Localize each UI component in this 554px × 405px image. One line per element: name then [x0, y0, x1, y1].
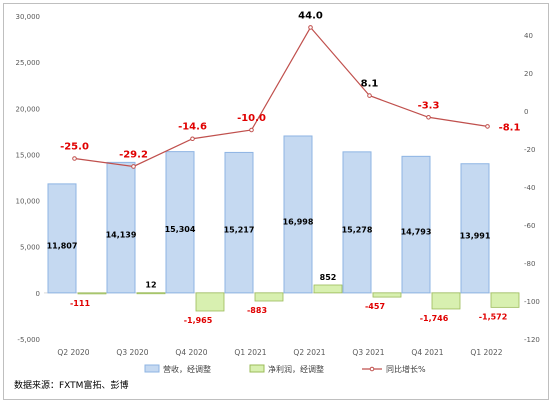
category-label: Q3 2021	[352, 348, 384, 357]
net-profit-bar	[372, 292, 402, 298]
left-axis-tick-label: 5,000	[20, 244, 40, 252]
net-profit-data-label: -883	[247, 306, 267, 315]
revenue-bar	[460, 163, 490, 294]
right-axis-tick-label: 40	[524, 32, 533, 40]
category-label: Q4 2021	[411, 348, 443, 357]
growth-point	[426, 114, 431, 120]
revenue-data-label: 16,998	[283, 217, 314, 226]
net-profit-data-label: 12	[145, 281, 156, 290]
left-axis-tick-label: 15,000	[16, 151, 41, 159]
growth-data-label: 44.0	[298, 10, 323, 21]
net-profit-bar	[136, 292, 166, 295]
growth-point	[485, 124, 490, 129]
revenue-data-label: 15,304	[165, 225, 196, 234]
right-axis-tick-label: 0	[524, 108, 528, 116]
revenue-data-label: 11,807	[47, 241, 78, 250]
legend-swatch-net-profit	[249, 364, 265, 373]
net-profit-bar	[313, 284, 343, 294]
revenue-bar	[401, 155, 431, 294]
net-profit-data-label: -457	[365, 302, 385, 311]
growth-point	[190, 136, 195, 142]
net-profit-bar	[431, 292, 461, 310]
net-profit-data-label: -1,965	[184, 316, 213, 325]
category-label: Q1 2022	[470, 348, 502, 357]
category-label: Q3 2020	[116, 348, 148, 357]
data-source-note: 数据来源：FXTM富拓、彭博	[14, 381, 129, 391]
revenue-bar	[224, 151, 254, 294]
category-label: Q2 2021	[293, 348, 325, 357]
left-axis-tick-label: 20,000	[16, 105, 41, 113]
growth-data-label: 8.1	[361, 79, 379, 90]
revenue-bar	[47, 183, 77, 294]
revenue-bar	[106, 161, 136, 294]
left-axis-tick-label: 25,000	[16, 59, 41, 67]
right-axis-tick-label: -120	[524, 336, 540, 344]
growth-point	[72, 156, 77, 161]
right-axis-tick-label: -80	[524, 260, 535, 268]
growth-data-label: -10.0	[237, 113, 266, 124]
legend-marker-growth	[369, 366, 375, 372]
revenue-bar	[342, 151, 372, 294]
revenue-data-label: 13,991	[460, 231, 491, 240]
revenue-bar	[283, 135, 313, 294]
right-axis-tick-label: -100	[524, 298, 540, 306]
left-axis-tick-label: 30,000	[16, 13, 41, 21]
net-profit-data-label: -111	[70, 299, 90, 308]
growth-data-label: -25.0	[60, 142, 89, 153]
category-label: Q4 2020	[175, 348, 207, 357]
net-profit-data-label: -1,572	[479, 312, 508, 321]
revenue-data-label: 15,217	[224, 226, 255, 235]
net-profit-bar	[77, 292, 107, 295]
growth-point	[131, 164, 136, 169]
left-axis-tick-label: -5,000	[17, 336, 40, 344]
revenue-data-label: 14,139	[106, 231, 137, 240]
right-axis-tick-label: -20	[524, 146, 535, 154]
net-profit-bar	[254, 292, 284, 302]
revenue-data-label: 15,278	[342, 225, 373, 234]
revenue-bar	[165, 151, 195, 294]
category-label: Q1 2021	[234, 348, 266, 357]
growth-data-label: -29.2	[119, 149, 148, 160]
net-profit-bar	[195, 292, 225, 312]
legend-label-net-profit: 净利润，经调整	[268, 364, 324, 374]
category-label: Q2 2020	[57, 348, 89, 357]
legend-swatch-revenue	[144, 364, 160, 373]
growth-data-label: -3.3	[418, 100, 440, 111]
right-axis-tick-label: 20	[524, 70, 533, 78]
legend-label-revenue: 营收，经调整	[163, 364, 211, 374]
net-profit-data-label: 852	[320, 273, 337, 282]
growth-point	[249, 127, 254, 133]
revenue-data-label: 14,793	[401, 228, 432, 237]
net-profit-data-label: -1,746	[420, 314, 449, 323]
right-axis-tick-label: -60	[524, 222, 535, 230]
net-profit-bar	[490, 292, 520, 308]
growth-line	[74, 26, 488, 168]
growth-data-label: -8.1	[499, 122, 521, 133]
left-axis-tick-label: 10,000	[16, 198, 41, 206]
growth-point	[367, 93, 372, 98]
legend-label-growth: 同比增长%	[386, 364, 426, 374]
growth-data-label: -14.6	[178, 122, 207, 133]
right-axis-tick-label: -40	[524, 184, 535, 192]
left-axis-tick-label: 0	[36, 290, 40, 298]
chart-frame	[3, 3, 549, 400]
growth-point	[308, 25, 313, 30]
